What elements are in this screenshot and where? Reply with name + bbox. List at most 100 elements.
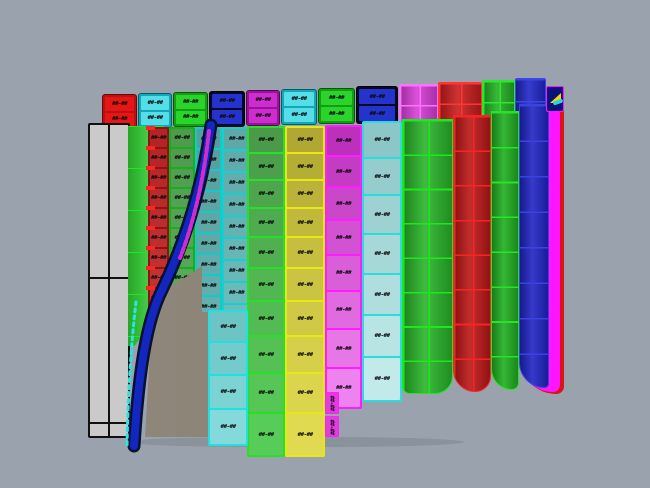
back-panel-cell[interactable]: ##-## (212, 94, 242, 108)
back-panel-cell[interactable]: ##-## (321, 107, 352, 121)
back-panel-cell[interactable]: ##-## (141, 111, 169, 125)
col-yellow-cell-6[interactable]: ##-## (287, 269, 323, 300)
col-yellow-cell-3[interactable]: ##-## (287, 181, 323, 207)
col-darkgreen-cell-4[interactable]: ##-## (171, 189, 193, 207)
col-teal-1-cell-1[interactable]: ##-## (197, 129, 220, 148)
col-palecyan-cell-2[interactable]: ##-## (364, 159, 400, 194)
col-green-cell-6[interactable]: ##-## (249, 269, 283, 300)
col-red-cell-2[interactable]: ##-## (146, 146, 167, 167)
col-red-cell-7[interactable]: ##-## (146, 246, 167, 267)
col-magenta[interactable]: ##-## ##-## ##-## ##-## ##-## ##-## ##-## ##-## (325, 125, 362, 409)
magenta-tab-1[interactable]: ##-## (325, 392, 339, 414)
col-red-cell-5[interactable]: ##-## (146, 206, 167, 227)
col-yellow-cell-4[interactable]: ##-## (287, 209, 323, 236)
col-green-cell-2[interactable]: ##-## (249, 154, 283, 179)
back-panel-cell[interactable]: ##-## (249, 93, 277, 107)
magenta-tab-2[interactable]: ##-## (325, 416, 339, 437)
col-darkgreen-cell-3[interactable]: ##-## (171, 169, 193, 187)
col-teal-1-cell-2[interactable]: ##-## (197, 150, 220, 169)
col-yellow-cell-5[interactable]: ##-## (287, 238, 323, 267)
col-magenta-cell-5[interactable]: ##-## (327, 256, 360, 290)
col-green-cell-3[interactable]: ##-## (249, 181, 283, 207)
col-yellow-cell-10[interactable]: ##-## (287, 414, 323, 455)
col-magenta-cell-4[interactable]: ##-## (327, 221, 360, 254)
col-cyan-low-cell-1[interactable]: ##-## (210, 312, 246, 341)
col-green-cell-9[interactable]: ##-## (249, 374, 283, 412)
col-palecyan-cell-4[interactable]: ##-## (364, 235, 400, 273)
back-panel-br-magenta-grid[interactable] (399, 84, 438, 124)
col-magenta-cell-6[interactable]: ##-## (327, 292, 360, 328)
col-palecyan-cell-5[interactable]: ##-## (364, 275, 400, 314)
col-darkgreen-cell-2[interactable]: ##-## (171, 149, 193, 167)
back-panel-cell[interactable]: ##-## (105, 97, 134, 111)
col-red-wide[interactable] (453, 115, 491, 392)
back-panel-cell[interactable]: ##-## (359, 106, 395, 121)
back-panel-cell[interactable]: ##-## (284, 108, 314, 122)
col-cyan-low[interactable]: ##-## ##-## ##-## ##-## (208, 310, 248, 446)
col-yellow-cell-8[interactable]: ##-## (287, 337, 323, 372)
back-panel-cell[interactable]: ##-## (176, 95, 205, 109)
col-teal-1-cell-4[interactable]: ##-## (197, 192, 220, 211)
col-green-cell-7[interactable]: ##-## (249, 302, 283, 335)
back-panel-cell[interactable]: ##-## (105, 112, 134, 126)
back-panel-br-cyan[interactable]: ##-## ##-## (138, 93, 172, 128)
col-yellow[interactable]: ##-## ##-## ##-## ##-## ##-## ##-## ##-## ##-##… (285, 126, 325, 457)
col-cyan-low-cell-4[interactable]: ##-## (210, 410, 246, 444)
col-teal-2-cell-4[interactable]: ##-## (224, 195, 249, 215)
col-green-cell-4[interactable]: ##-## (249, 209, 283, 236)
col-red-cell-4[interactable]: ##-## (146, 186, 167, 207)
col-palecyan[interactable]: ##-## ##-## ##-## ##-## ##-## ##-## ##-## (362, 121, 402, 402)
col-cyan-low-cell-3[interactable]: ##-## (210, 376, 246, 408)
col-darkgreen-cell-5[interactable]: ##-## (171, 209, 193, 227)
col-teal-2-cell-2[interactable]: ##-## (224, 151, 249, 171)
col-teal-1-cell-3[interactable]: ##-## (197, 171, 220, 190)
col-teal-1-cell-5[interactable]: ##-## (197, 213, 220, 232)
col-blue-far[interactable] (519, 104, 549, 388)
corner-marker-icon[interactable] (546, 86, 564, 112)
col-darkgreen-cell-6[interactable]: ##-## (171, 229, 193, 247)
col-green-cell-1[interactable]: ##-## (249, 128, 283, 152)
col-green[interactable]: ##-## ##-## ##-## ##-## ##-## ##-## ##-## ##-##… (247, 126, 285, 457)
col-palecyan-cell-3[interactable]: ##-## (364, 196, 400, 233)
col-magenta-cell-7[interactable]: ##-## (327, 330, 360, 367)
back-panel-cell[interactable]: ##-## (176, 110, 205, 124)
col-yellow-cell-9[interactable]: ##-## (287, 374, 323, 412)
col-darkgreen[interactable]: ##-## ##-## ##-## ##-## ##-## ##-## ##-## ##-## (169, 127, 195, 289)
back-panel-br-magenta[interactable]: ##-## ##-## (246, 90, 280, 126)
col-red-cell-1[interactable]: ##-## (146, 126, 167, 147)
back-panel-cell[interactable]: ##-## (249, 109, 277, 123)
col-teal-2-cell-5[interactable]: ##-## (224, 217, 249, 237)
back-panel-br-navy[interactable]: ##-## ##-## (209, 91, 245, 127)
col-palecyan-cell-6[interactable]: ##-## (364, 316, 400, 356)
col-magenta-cell-3[interactable]: ##-## (327, 188, 360, 219)
col-magenta-cell-2[interactable]: ##-## (327, 157, 360, 186)
back-panel-cell[interactable]: ##-## (284, 92, 314, 106)
col-green-far[interactable] (491, 111, 519, 390)
back-panel-cell[interactable]: ##-## (212, 110, 242, 124)
col-magenta-cell-1[interactable]: ##-## (327, 127, 360, 155)
back-panel-br-navy-2[interactable]: ##-## ##-## (356, 86, 398, 124)
col-red-cell-3[interactable]: ##-## (146, 166, 167, 187)
col-yellow-cell-7[interactable]: ##-## (287, 302, 323, 335)
col-palecyan-cell-1[interactable]: ##-## (364, 123, 400, 157)
back-panel-cell[interactable]: ##-## (141, 96, 169, 110)
col-green-cell-5[interactable]: ##-## (249, 238, 283, 267)
col-palecyan-cell-7[interactable]: ##-## (364, 358, 400, 400)
col-green-cell-10[interactable]: ##-## (249, 414, 283, 455)
col-teal-2-cell-3[interactable]: ##-## (224, 173, 249, 193)
back-panel-br-cyan-2[interactable]: ##-## ##-## (281, 89, 317, 125)
col-darkgreen-cell-7[interactable]: ##-## (171, 249, 193, 267)
flat-plate[interactable] (88, 123, 130, 438)
col-yellow-cell-2[interactable]: ##-## (287, 154, 323, 179)
col-green-wide[interactable] (402, 119, 453, 394)
col-cyan-low-cell-2[interactable]: ##-## (210, 343, 246, 374)
back-panel-cell[interactable]: ##-## (359, 89, 395, 104)
col-teal-1-cell-6[interactable]: ##-## (197, 234, 220, 253)
col-teal-2-cell-8[interactable]: ##-## (224, 283, 249, 303)
col-teal-2-cell-7[interactable]: ##-## (224, 261, 249, 281)
back-panel-br-green[interactable]: ##-## ##-## (173, 92, 208, 127)
col-yellow-cell-1[interactable]: ##-## (287, 128, 323, 152)
col-red-cell-6[interactable]: ##-## (146, 226, 167, 247)
col-teal-2-cell-1[interactable]: ##-## (224, 129, 249, 149)
